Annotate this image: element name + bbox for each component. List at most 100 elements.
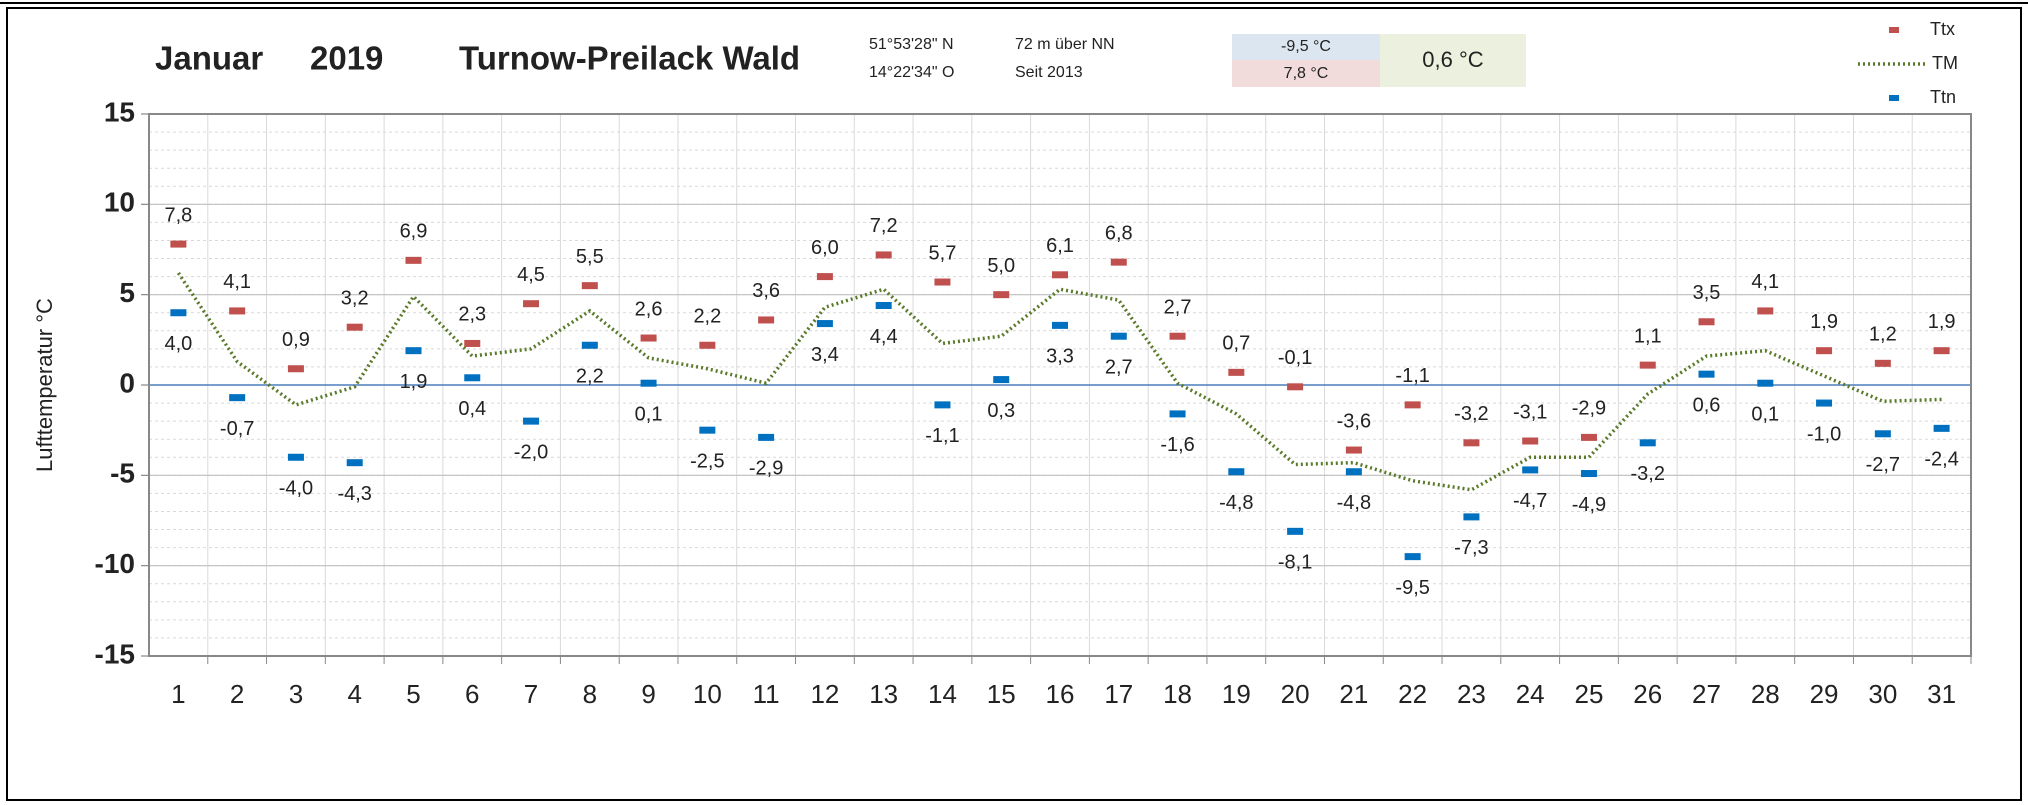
marker <box>1816 399 1833 407</box>
frame <box>6 7 2022 801</box>
y-tick-label: -10 <box>95 548 135 579</box>
data-label: 2,6 <box>635 298 663 320</box>
longitude: 14°22'34" O <box>869 64 954 81</box>
data-label: 1,9 <box>1810 311 1838 333</box>
data-label: -1,6 <box>1160 434 1194 456</box>
marker <box>1228 468 1245 476</box>
data-label: 6,1 <box>1046 235 1074 257</box>
y-tick-label: 10 <box>104 187 135 218</box>
data-label: 1,9 <box>1928 311 1956 333</box>
marker <box>934 401 951 409</box>
data-label: -4,9 <box>1572 494 1606 516</box>
x-tick-label: 4 <box>347 679 361 709</box>
data-label: -2,7 <box>1866 454 1900 476</box>
data-label: 2,7 <box>1105 357 1133 379</box>
x-tick-label: 22 <box>1398 679 1427 709</box>
marker <box>581 282 598 290</box>
marker <box>229 394 246 402</box>
marker <box>1463 513 1480 521</box>
data-label: 6,8 <box>1105 222 1133 244</box>
data-label: 1,2 <box>1869 324 1897 346</box>
data-label: 0,1 <box>1751 403 1779 425</box>
marker <box>523 300 540 308</box>
data-label: 4,1 <box>223 271 251 293</box>
data-label: -9,5 <box>1395 577 1429 599</box>
legend-label: TM <box>1932 53 1958 73</box>
data-label: 5,5 <box>576 246 604 268</box>
x-tick-label: 6 <box>465 679 479 709</box>
marker <box>1052 321 1068 329</box>
marker <box>875 251 892 259</box>
marker <box>464 374 481 382</box>
data-label: 1,1 <box>1634 325 1662 347</box>
x-tick-label: 17 <box>1104 679 1133 709</box>
plot-border <box>148 113 1972 657</box>
data-label: -1,1 <box>925 425 959 447</box>
legend-marker <box>1889 27 1899 33</box>
marker <box>170 240 187 248</box>
marker <box>1110 332 1127 340</box>
x-tick-label: 23 <box>1457 679 1486 709</box>
data-label: -7,3 <box>1454 537 1488 559</box>
marker <box>1757 307 1774 315</box>
data-label: -4,7 <box>1513 490 1547 512</box>
data-label: 3,2 <box>341 287 369 309</box>
x-tick-label: 24 <box>1516 679 1545 709</box>
x-tick-label: 2 <box>230 679 244 709</box>
data-label: -3,6 <box>1337 410 1371 432</box>
marker <box>699 341 716 349</box>
y-axis-label: Lufttemperatur °C <box>32 298 57 472</box>
x-tick-label: 1 <box>171 679 185 709</box>
data-label: -3,2 <box>1631 463 1665 485</box>
x-tick-label: 14 <box>928 679 957 709</box>
x-tick-label: 21 <box>1339 679 1368 709</box>
data-label: -8,1 <box>1278 552 1312 574</box>
data-label: -2,9 <box>1572 398 1606 420</box>
x-tick-label: 26 <box>1633 679 1662 709</box>
data-label: -2,9 <box>749 458 783 480</box>
data-label: 7,2 <box>870 215 898 237</box>
marker <box>1816 347 1833 355</box>
marker <box>816 320 833 328</box>
marker <box>1757 379 1774 387</box>
data-label: -3,2 <box>1454 403 1488 425</box>
data-label: 3,5 <box>1693 282 1721 304</box>
data-label: 6,9 <box>400 221 428 243</box>
marker <box>229 307 246 315</box>
marker <box>1580 470 1597 478</box>
station: Turnow-Preilack Wald <box>459 40 800 77</box>
marker <box>1698 370 1715 378</box>
marker <box>993 376 1010 384</box>
y-tick-label: 5 <box>119 277 135 308</box>
max-label: 7,8 °C <box>1284 65 1329 82</box>
y-tick-label: 0 <box>119 367 135 398</box>
mean-label: 0,6 °C <box>1422 47 1483 72</box>
marker <box>699 426 716 434</box>
x-tick-label: 3 <box>289 679 303 709</box>
legend-label: Ttx <box>1930 19 1955 39</box>
data-label: 6,0 <box>811 237 839 259</box>
data-label: 0,3 <box>987 400 1015 422</box>
legend-label: Ttn <box>1930 87 1956 107</box>
data-label: -2,5 <box>690 450 724 472</box>
data-label: 5,0 <box>987 255 1015 277</box>
marker <box>405 347 422 355</box>
data-label: 0,6 <box>1693 394 1721 416</box>
x-tick-label: 13 <box>869 679 898 709</box>
marker <box>758 316 775 324</box>
data-label: 2,2 <box>576 366 604 388</box>
marker <box>287 453 304 461</box>
max-box <box>1232 60 1380 87</box>
data-label: 4,1 <box>1751 271 1779 293</box>
data-label: 4,5 <box>517 264 545 286</box>
marker <box>405 256 422 264</box>
data-label: -4,8 <box>1337 492 1371 514</box>
data-label: 2,7 <box>1164 297 1192 319</box>
marker <box>1287 527 1304 535</box>
marker <box>581 341 598 349</box>
x-tick-label: 9 <box>641 679 655 709</box>
y-tick-label: 15 <box>104 96 135 127</box>
marker <box>170 309 187 317</box>
